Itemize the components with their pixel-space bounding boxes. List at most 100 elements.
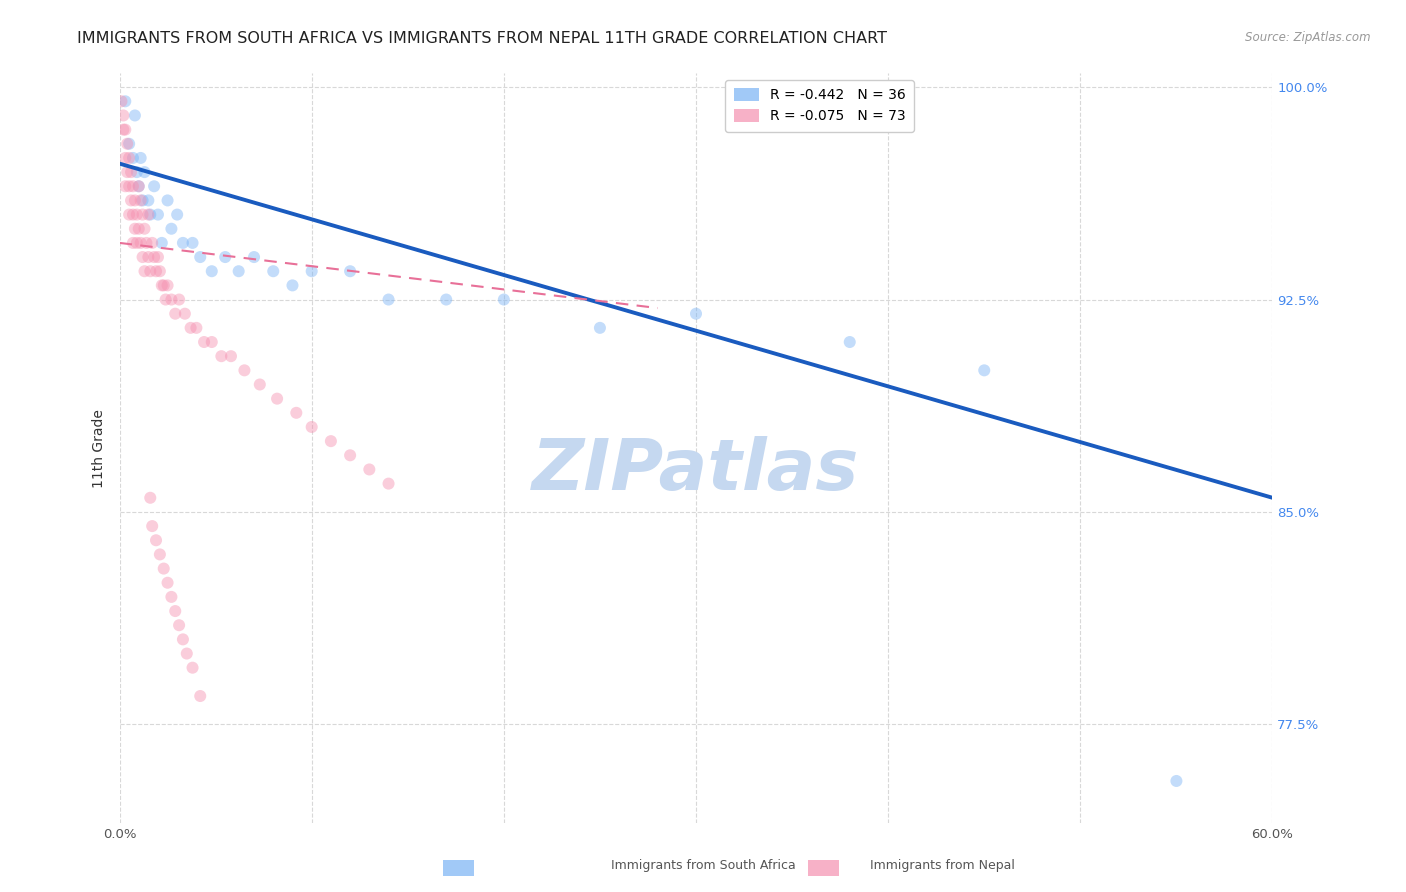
Point	[134, 264, 156, 278]
Point	[214, 250, 236, 264]
Point	[115, 165, 138, 179]
Point	[146, 208, 169, 222]
Text: ZIPatlas: ZIPatlas	[533, 436, 859, 505]
Point	[201, 334, 224, 349]
Point	[135, 235, 157, 250]
Point	[131, 208, 153, 222]
Point	[973, 363, 995, 377]
Point	[128, 179, 150, 194]
Point	[143, 179, 166, 194]
Point	[160, 221, 183, 235]
Legend: R = -0.442   N = 36, R = -0.075   N = 73: R = -0.442 N = 36, R = -0.075 N = 73	[725, 80, 914, 131]
Point	[1166, 774, 1188, 789]
Point	[145, 264, 167, 278]
Point	[319, 434, 342, 449]
Point	[118, 151, 141, 165]
Point	[193, 334, 215, 349]
Point	[165, 307, 187, 321]
Point	[339, 264, 361, 278]
Point	[165, 604, 187, 618]
Point	[134, 221, 156, 235]
Point	[160, 590, 183, 604]
Point	[180, 321, 202, 335]
Point	[125, 208, 148, 222]
Point	[173, 307, 195, 321]
Point	[201, 264, 224, 278]
Point	[122, 235, 145, 250]
Point	[141, 519, 163, 533]
Point	[167, 618, 190, 632]
Point	[124, 221, 146, 235]
Point	[339, 448, 361, 462]
Point	[125, 235, 148, 250]
Point	[129, 151, 152, 165]
Point	[172, 235, 194, 250]
Point	[156, 278, 179, 293]
Point	[181, 235, 204, 250]
Point	[114, 95, 136, 109]
Point	[112, 122, 135, 136]
Text: IMMIGRANTS FROM SOUTH AFRICA VS IMMIGRANTS FROM NEPAL 11TH GRADE CORRELATION CHA: IMMIGRANTS FROM SOUTH AFRICA VS IMMIGRAN…	[77, 31, 887, 46]
Text: Immigrants from South Africa: Immigrants from South Africa	[610, 859, 796, 872]
Point	[122, 179, 145, 194]
Point	[145, 533, 167, 548]
Point	[228, 264, 250, 278]
Y-axis label: 11th Grade: 11th Grade	[93, 409, 107, 488]
Point	[359, 462, 381, 476]
Point	[377, 476, 399, 491]
Point	[150, 235, 173, 250]
Point	[128, 179, 150, 194]
Point	[114, 179, 136, 194]
Point	[124, 108, 146, 122]
Point	[156, 194, 179, 208]
Point	[139, 264, 162, 278]
Point	[249, 377, 271, 392]
Point	[146, 250, 169, 264]
Point	[114, 151, 136, 165]
Point	[152, 561, 174, 575]
Point	[167, 293, 190, 307]
Point	[281, 278, 304, 293]
Point	[128, 221, 150, 235]
Point	[156, 575, 179, 590]
Point	[685, 307, 707, 321]
Point	[152, 278, 174, 293]
Point	[243, 250, 266, 264]
Point	[118, 179, 141, 194]
Point	[118, 208, 141, 222]
Point	[124, 194, 146, 208]
Point	[266, 392, 288, 406]
Point	[138, 208, 160, 222]
Point	[149, 548, 172, 562]
Point	[122, 208, 145, 222]
Text: Source: ZipAtlas.com: Source: ZipAtlas.com	[1246, 31, 1371, 45]
Point	[589, 321, 612, 335]
Point	[120, 194, 142, 208]
Point	[186, 321, 208, 335]
Point	[129, 235, 152, 250]
Point	[301, 420, 323, 434]
Point	[112, 108, 135, 122]
Point	[115, 136, 138, 151]
Point	[122, 151, 145, 165]
Point	[188, 689, 211, 703]
Point	[118, 136, 141, 151]
Point	[285, 406, 308, 420]
Point	[262, 264, 284, 278]
Point	[114, 122, 136, 136]
Point	[233, 363, 256, 377]
Point	[155, 293, 177, 307]
Point	[434, 293, 457, 307]
Point	[149, 264, 172, 278]
Point	[134, 165, 156, 179]
Point	[160, 293, 183, 307]
Point	[838, 334, 860, 349]
Point	[129, 194, 152, 208]
Point	[139, 208, 162, 222]
Point	[110, 95, 132, 109]
Point	[131, 194, 153, 208]
Text: Immigrants from Nepal: Immigrants from Nepal	[869, 859, 1015, 872]
Point	[141, 235, 163, 250]
Point	[219, 349, 242, 363]
Point	[120, 165, 142, 179]
